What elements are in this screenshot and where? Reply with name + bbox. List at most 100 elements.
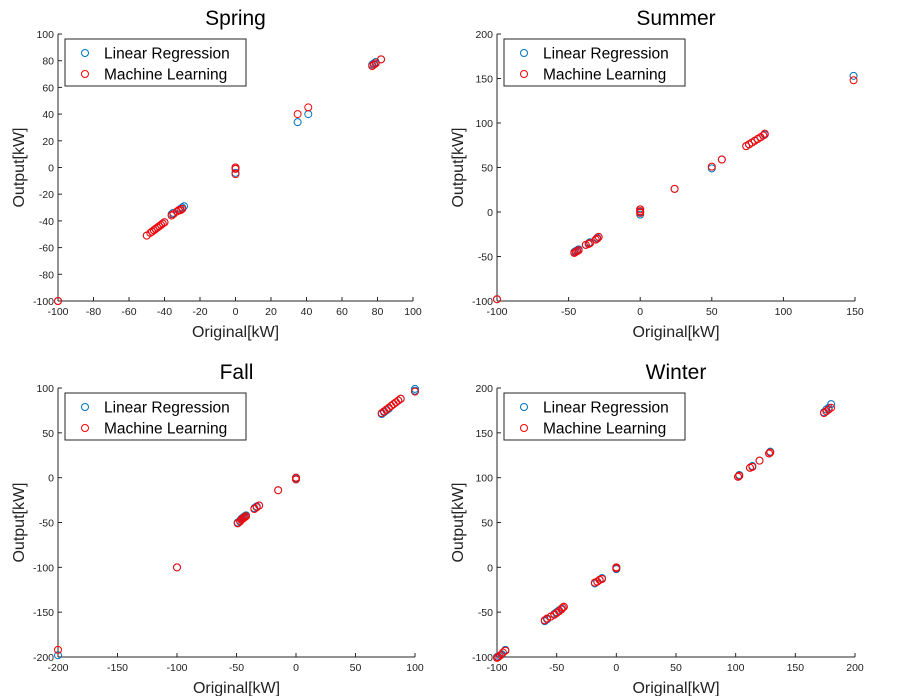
data-point bbox=[304, 110, 313, 119]
data-point bbox=[717, 155, 726, 164]
data-point bbox=[54, 651, 62, 660]
x-tick-label: -100 bbox=[486, 662, 507, 674]
data-point bbox=[240, 513, 249, 522]
legend-label: Linear Regression bbox=[104, 400, 230, 417]
series-machine-learning bbox=[54, 55, 386, 305]
data-point bbox=[827, 403, 836, 412]
data-point bbox=[707, 162, 716, 171]
legend-marker bbox=[81, 49, 89, 57]
data-point bbox=[167, 211, 176, 220]
data-point bbox=[396, 394, 405, 403]
x-axis-label: Original[kW] bbox=[632, 680, 719, 696]
scatter-panel-fall: -200 -150 -100 -50 0 50 100 -200 -150 -100 -50 0 50 1… bbox=[11, 361, 424, 696]
x-axis-label: Original[kW] bbox=[632, 324, 719, 341]
y-tick-label: -80 bbox=[39, 269, 54, 281]
x-tick-label: 100 bbox=[775, 306, 793, 318]
data-point bbox=[748, 462, 757, 471]
x-tick-label: 20 bbox=[265, 306, 277, 318]
data-point bbox=[849, 76, 858, 85]
x-tick-label: -80 bbox=[86, 306, 101, 318]
data-point bbox=[494, 653, 503, 661]
y-tick-label: -20 bbox=[39, 189, 54, 201]
data-point bbox=[391, 398, 400, 407]
legend-label: Machine Learning bbox=[104, 67, 227, 84]
y-tick-label: -50 bbox=[478, 607, 493, 619]
x-tick-label: -20 bbox=[192, 306, 207, 318]
x-tick-label: -50 bbox=[561, 306, 576, 318]
data-point bbox=[612, 564, 621, 573]
x-tick-label: -50 bbox=[549, 662, 564, 674]
data-point bbox=[558, 603, 567, 612]
data-point bbox=[242, 512, 251, 521]
y-tick-label: 100 bbox=[36, 29, 54, 41]
x-tick-label: 150 bbox=[846, 306, 864, 318]
data-point bbox=[160, 218, 169, 227]
data-point bbox=[670, 184, 679, 193]
data-point bbox=[369, 60, 378, 69]
data-point bbox=[636, 208, 645, 217]
x-tick-label: 100 bbox=[727, 662, 745, 674]
legend-marker bbox=[520, 403, 528, 411]
x-tick-label: 60 bbox=[336, 306, 348, 318]
data-point bbox=[255, 501, 264, 510]
y-tick-label: 50 bbox=[481, 163, 493, 175]
data-point bbox=[292, 473, 300, 482]
data-point bbox=[557, 605, 566, 614]
data-point bbox=[591, 235, 600, 244]
chart-title: Spring bbox=[205, 7, 266, 30]
chart-title: Winter bbox=[646, 361, 707, 384]
data-point bbox=[760, 129, 769, 138]
data-point bbox=[377, 55, 386, 64]
x-tick-label: -150 bbox=[107, 662, 128, 674]
series-linear-regression bbox=[54, 55, 386, 305]
legend-label: Machine Learning bbox=[543, 67, 666, 84]
series-machine-learning bbox=[493, 403, 836, 662]
x-tick-label: 0 bbox=[637, 306, 643, 318]
data-point bbox=[496, 651, 505, 660]
y-tick-label: 100 bbox=[475, 473, 493, 485]
x-tick-label: 0 bbox=[613, 662, 619, 674]
y-tick-label: -40 bbox=[39, 216, 54, 228]
y-tick-label: 40 bbox=[42, 109, 54, 121]
data-point bbox=[54, 645, 62, 654]
y-tick-label: 150 bbox=[475, 74, 493, 86]
y-tick-label: -100 bbox=[33, 562, 54, 574]
series-machine-learning bbox=[54, 387, 419, 654]
legend: Linear Regression Machine Learning bbox=[64, 392, 247, 441]
y-tick-label: -60 bbox=[39, 243, 54, 255]
data-point bbox=[755, 456, 764, 465]
data-point bbox=[574, 246, 583, 255]
data-point bbox=[593, 577, 602, 586]
data-point bbox=[176, 206, 185, 215]
legend-marker bbox=[81, 70, 89, 78]
data-point bbox=[559, 602, 568, 611]
legend-box bbox=[64, 38, 247, 87]
y-tick-label: 200 bbox=[475, 29, 493, 41]
x-tick-label: -60 bbox=[121, 306, 136, 318]
y-tick-label: -150 bbox=[33, 607, 54, 619]
x-tick-label: 100 bbox=[406, 662, 424, 674]
data-point bbox=[411, 387, 419, 396]
data-point bbox=[593, 234, 602, 243]
legend-marker bbox=[81, 403, 89, 411]
data-point bbox=[239, 514, 248, 523]
x-tick-label: 50 bbox=[350, 662, 362, 674]
x-axis-label: Original[kW] bbox=[192, 324, 279, 341]
y-tick-label: 100 bbox=[36, 383, 54, 395]
data-point bbox=[252, 503, 261, 512]
data-point bbox=[849, 71, 858, 80]
y-tick-label: 200 bbox=[475, 383, 493, 395]
x-axis-label: Original[kW] bbox=[193, 680, 280, 696]
y-tick-label: -200 bbox=[33, 652, 54, 664]
y-tick-label: 100 bbox=[475, 118, 493, 130]
data-point bbox=[734, 472, 743, 481]
data-point bbox=[573, 247, 582, 256]
data-point bbox=[293, 110, 302, 119]
legend-box bbox=[64, 392, 247, 441]
legend-box bbox=[503, 38, 686, 87]
data-point bbox=[766, 448, 775, 457]
data-point bbox=[158, 219, 167, 228]
y-tick-label: -100 bbox=[472, 652, 493, 664]
data-point bbox=[178, 204, 187, 213]
